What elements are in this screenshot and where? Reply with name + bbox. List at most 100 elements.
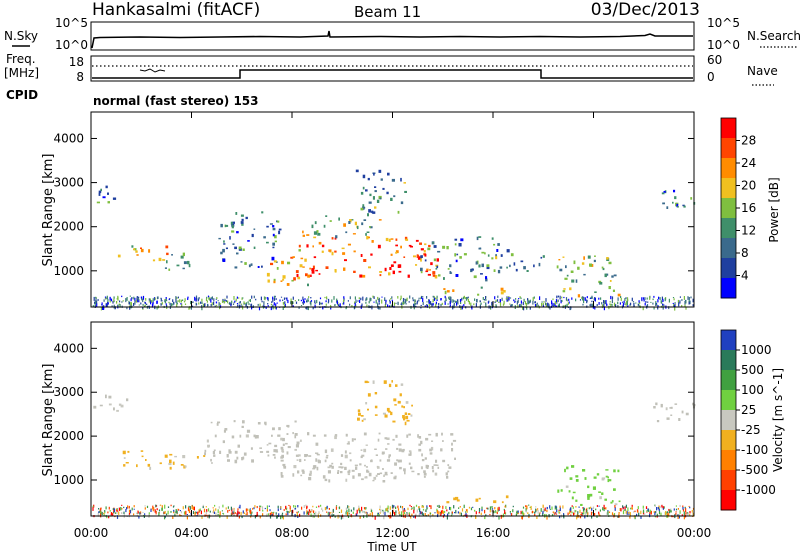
- echo-cell: [120, 404, 124, 408]
- echo-cell: [682, 204, 685, 207]
- echo-cell: [274, 444, 278, 448]
- echo-cell: [363, 259, 367, 262]
- echo-cell: [370, 253, 373, 256]
- noise-cell: [414, 300, 416, 304]
- echo-cell: [335, 235, 338, 239]
- colorbar-tick-label: 20: [741, 179, 756, 193]
- noise-cell: [617, 297, 619, 301]
- noise-cell: [431, 303, 433, 307]
- noise-cell: [420, 297, 422, 299]
- echo-cell: [374, 414, 378, 416]
- noise-cell: [267, 297, 269, 300]
- echo-cell: [423, 250, 426, 253]
- noise-cell: [182, 299, 184, 301]
- noise-cell: [605, 507, 607, 510]
- echo-cell: [677, 205, 679, 208]
- echo-cell: [270, 262, 274, 266]
- echo-cell: [575, 475, 579, 478]
- echo-cell: [460, 238, 464, 242]
- echo-cell: [108, 403, 112, 406]
- noise-cell: [441, 512, 443, 514]
- echo-cell: [417, 256, 421, 260]
- noise-cell: [333, 514, 335, 516]
- echo-cell: [577, 294, 581, 298]
- noise-cell: [430, 301, 432, 305]
- echo-cell: [287, 261, 291, 265]
- echo-cell: [266, 241, 269, 244]
- echo-cell: [533, 264, 535, 268]
- echo-cell: [271, 256, 275, 261]
- noise-cell: [583, 510, 585, 515]
- noise-cell: [688, 297, 690, 300]
- noise-cell: [378, 301, 380, 303]
- echo-cell: [328, 479, 331, 483]
- noise-cell: [383, 515, 385, 520]
- noise-cell: [113, 508, 116, 513]
- noise-cell: [535, 508, 537, 513]
- echo-cell: [420, 258, 422, 262]
- echo-cell: [558, 259, 561, 261]
- echo-cell: [164, 267, 167, 269]
- noise-cell: [379, 306, 381, 310]
- noise-cell: [92, 507, 94, 511]
- noise-cell: [554, 301, 556, 305]
- noise-cell: [413, 506, 415, 511]
- echo-cell: [478, 497, 481, 500]
- noise-cell: [336, 298, 338, 302]
- noise-cell: [590, 511, 593, 516]
- echo-cell: [428, 244, 431, 248]
- noise-cell: [491, 508, 493, 513]
- echo-cell: [183, 465, 186, 469]
- echo-cell: [315, 442, 319, 446]
- noise-cell: [679, 300, 681, 304]
- echo-cell: [359, 274, 363, 278]
- echo-cell: [136, 254, 139, 256]
- noise-cell: [103, 306, 105, 310]
- noise-cell: [579, 516, 582, 519]
- noise-sky-label: N.Sky: [4, 29, 38, 43]
- echo-cell: [188, 263, 191, 268]
- echo-cell: [374, 448, 377, 450]
- echo-cell: [213, 449, 216, 452]
- echo-cell: [475, 498, 479, 502]
- colorbar-tick-label: 28: [741, 134, 756, 148]
- noise-cell: [475, 511, 477, 515]
- noise-cell: [576, 515, 578, 520]
- noise-cell: [119, 300, 121, 303]
- noise-cell: [418, 297, 420, 299]
- noise-cell: [633, 511, 635, 513]
- colorbar-tick-label: -100: [741, 443, 768, 457]
- noise-cell: [555, 299, 558, 303]
- echo-cell: [338, 466, 342, 469]
- noise-cell: [569, 507, 571, 512]
- noise-cell: [212, 507, 214, 509]
- noise-cell: [247, 508, 249, 511]
- noise-cell: [617, 301, 619, 305]
- noise-cell: [692, 304, 694, 307]
- noise-cell: [453, 304, 455, 309]
- noise-cell: [250, 513, 252, 516]
- noise-cell: [245, 513, 247, 515]
- noise-cell: [359, 299, 361, 303]
- noise-cell: [567, 302, 569, 305]
- noise-cell: [354, 296, 356, 300]
- echo-cell: [390, 253, 393, 256]
- noise-cell: [454, 300, 457, 303]
- noise-cell: [337, 514, 339, 519]
- noise-cell: [164, 515, 166, 518]
- noise-cell: [626, 511, 628, 515]
- echo-cell: [681, 410, 684, 414]
- noise-cell: [526, 505, 528, 510]
- noise-cell: [94, 300, 96, 302]
- echo-cell: [442, 440, 444, 442]
- noise-cell: [579, 299, 582, 301]
- noise-cell: [461, 508, 464, 512]
- noise-cell: [631, 297, 633, 302]
- noise-cell: [653, 511, 655, 513]
- echo-cell: [327, 470, 331, 474]
- echo-cell: [484, 252, 486, 255]
- noise-cell: [340, 515, 342, 520]
- noise-cell: [400, 511, 403, 515]
- noise-cell: [470, 507, 473, 511]
